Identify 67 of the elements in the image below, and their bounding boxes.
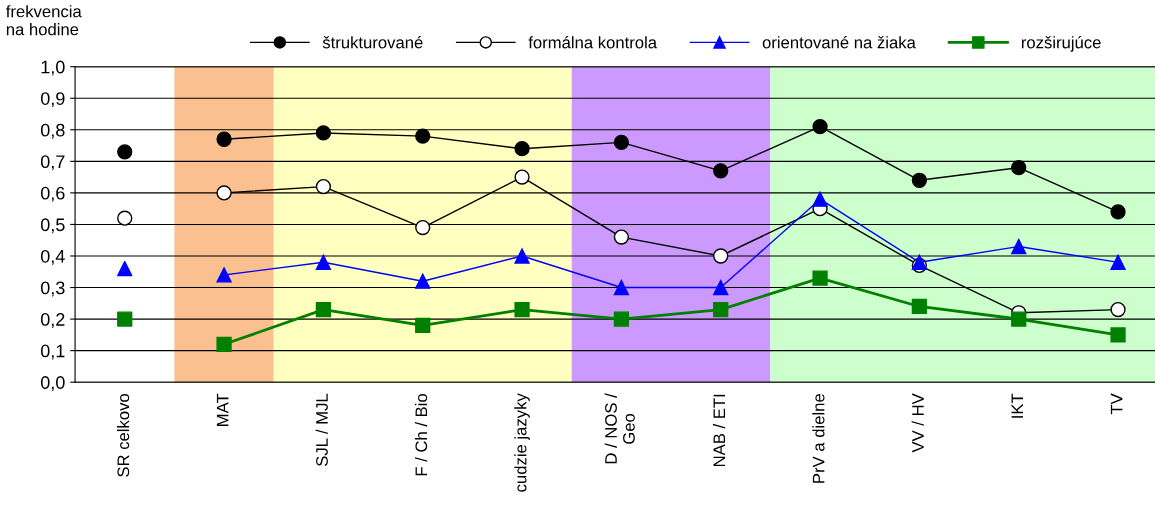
point: [613, 134, 630, 151]
x-tick-label: SR celkovo: [116, 393, 130, 477]
point: [514, 248, 530, 264]
point: [613, 311, 630, 327]
point: [613, 279, 630, 296]
y-tick-label: 0,3: [40, 281, 65, 297]
point: [713, 248, 729, 264]
point: [514, 301, 530, 318]
point: [911, 172, 928, 188]
point: [117, 260, 133, 277]
x-tick-label: MAT: [216, 393, 229, 426]
y-tick-label: 0,1: [40, 344, 65, 360]
y-tick-label: 1,0: [41, 60, 65, 76]
legend-label: rozširujúce: [1021, 35, 1101, 52]
point: [1110, 254, 1126, 270]
x-tick-label: PrV a dielne: [812, 394, 825, 483]
y-tick-label: 0,9: [40, 92, 65, 108]
y-tick-label: 0,8: [40, 123, 65, 139]
point: [315, 125, 332, 141]
point: [812, 191, 828, 207]
y-tick-label: 0,4: [40, 249, 65, 265]
point: [514, 169, 530, 185]
point: [1011, 238, 1027, 255]
x-tick-label: SJL / MJL: [315, 393, 328, 467]
y-tick-label: 0,0: [40, 376, 65, 392]
point: [415, 317, 431, 334]
point: [812, 118, 828, 135]
point: [216, 131, 232, 147]
point: [415, 219, 431, 236]
point: [1110, 327, 1126, 343]
point: [1011, 311, 1027, 327]
x-tick-label: IKT: [1011, 393, 1024, 418]
point: [713, 301, 729, 318]
point: [911, 298, 928, 315]
y-tick-label: 0,2: [40, 313, 65, 328]
x-tick-label: cudzie jazyky: [514, 393, 530, 492]
point: [1110, 204, 1126, 220]
point: [117, 311, 133, 327]
point: [216, 185, 232, 201]
point: [117, 144, 133, 160]
point: [315, 178, 332, 195]
y-tick-label: 0,5: [40, 218, 65, 234]
x-tick-label: TV: [1110, 393, 1123, 415]
point: [415, 273, 431, 289]
x-tick-label: NAB / ETI: [712, 394, 726, 467]
point: [1011, 160, 1027, 176]
point: [713, 163, 729, 179]
x-tick-label: VV / HV: [911, 393, 924, 453]
point: [315, 254, 332, 270]
point: [315, 301, 332, 318]
x-tick-label: F / Ch / Bio: [414, 393, 428, 476]
point: [216, 267, 232, 283]
point: [812, 270, 828, 286]
point: [216, 336, 232, 352]
point: [415, 128, 431, 144]
legend-label: orientované na žiaka: [762, 35, 916, 49]
point: [1110, 301, 1126, 318]
y-axis-title: frekvencia na hodine: [6, 5, 82, 36]
y-tick-label: 0,7: [40, 155, 65, 171]
point: [713, 279, 729, 296]
point: [911, 254, 928, 270]
point: [613, 229, 630, 245]
legend-label: štrukturované: [322, 35, 423, 49]
y-tick-label: 0,6: [40, 186, 65, 202]
legend-label: formálna kontrola: [528, 35, 658, 49]
x-tick-label: D / NOS / Geo: [604, 393, 635, 464]
point: [514, 141, 530, 157]
